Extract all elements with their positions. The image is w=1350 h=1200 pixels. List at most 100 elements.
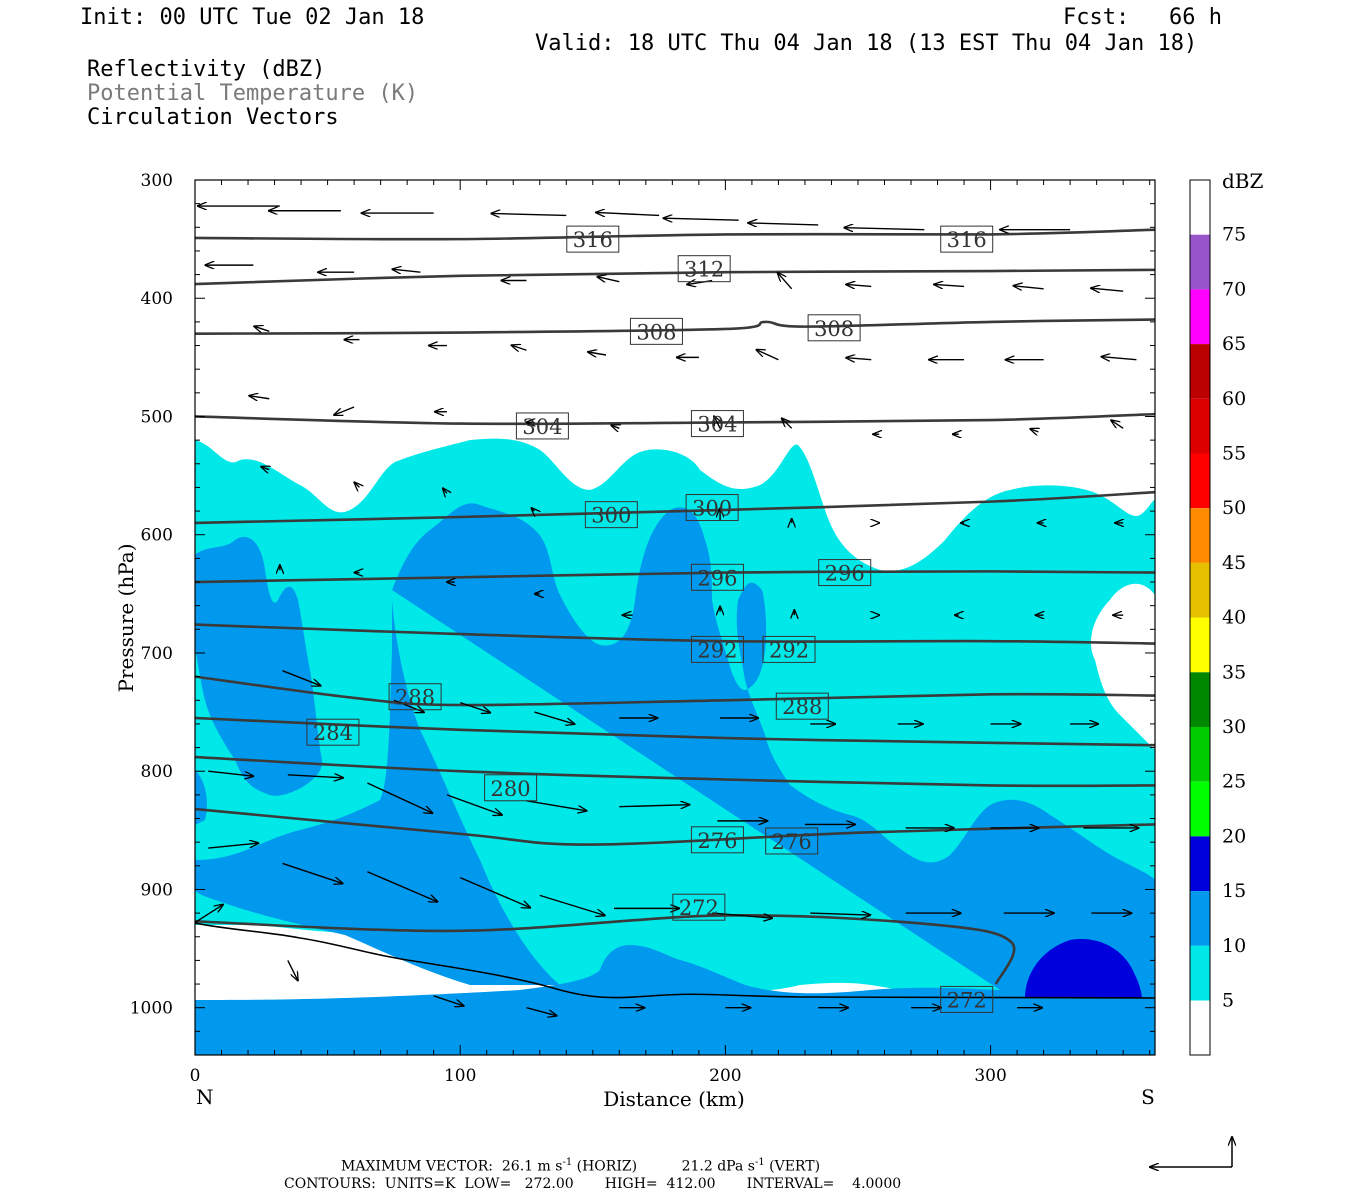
theta-label: 272 (679, 896, 719, 920)
theta-label-box (690, 826, 744, 854)
colorbar-segment (1190, 453, 1210, 509)
theta-label-box (818, 559, 872, 587)
colorbar-label: 20 (1222, 825, 1246, 847)
theta-label: 308 (814, 317, 854, 341)
y-axis-title: Pressure (hPa) (114, 544, 138, 693)
colorbar-label: 40 (1222, 607, 1246, 629)
theta-label: 312 (684, 258, 724, 282)
circulation-vector (1014, 286, 1044, 289)
field-theta: Potential Temperature (K) (87, 81, 419, 106)
y-tick-label: 600 (141, 526, 173, 546)
circulation-vector (687, 281, 713, 285)
reference-vector (1150, 1137, 1232, 1167)
max-vector-label: MAXIMUM VECTOR: (341, 1158, 493, 1175)
circulation-vector (846, 358, 872, 360)
north-label: N (196, 1085, 214, 1109)
theta-label-box (629, 317, 683, 345)
theta-label: 276 (772, 830, 812, 854)
footer-contours: CONTOURS: UNITS=K LOW= 272.00 HIGH= 412.… (284, 1176, 902, 1192)
circulation-vector (446, 794, 502, 815)
colorbar-segment (1190, 891, 1210, 946)
theta-label-box (690, 563, 744, 591)
theta-label-box (677, 255, 731, 283)
colorbar-label: 65 (1222, 333, 1246, 355)
theta-contour-316 (195, 228, 1155, 241)
theta-label-box (584, 501, 638, 529)
circulation-vector (491, 213, 567, 215)
max-vert-value: 21.2 dPa s (681, 1158, 755, 1175)
colorbar-label: 70 (1222, 278, 1246, 300)
theta-contour-280 (195, 755, 1155, 788)
axis-tick-labels: 0 100 200 300 300 400 500 600 700 800 900 1000 (130, 171, 1007, 1086)
circulation-vector (433, 995, 464, 1006)
colorbar-frame (1189, 179, 1211, 1056)
circulation-vector (782, 418, 793, 429)
theta-label: 316 (947, 228, 987, 252)
theta-label: 288 (782, 695, 822, 719)
colorbar-label: 5 (1222, 990, 1234, 1012)
circulation-vector (287, 960, 298, 980)
y-tick-label: 900 (141, 880, 173, 900)
colorbar-label: 15 (1222, 880, 1246, 902)
theta-label-box (515, 412, 569, 440)
circulation-vector (844, 228, 925, 230)
circulation-vector (1030, 429, 1038, 432)
colorbar-segment (1190, 344, 1210, 399)
theta-contour-288 (195, 675, 1155, 707)
circulation-vector (1111, 420, 1124, 429)
colorbar: 75 70 65 60 55 50 45 40 35 30 25 20 15 10 5 (1189, 179, 1246, 1056)
theta-contours (195, 228, 1155, 999)
theta-label-box (484, 774, 538, 802)
circulation-vector (459, 701, 490, 713)
theta-label-box (762, 635, 816, 663)
forecast-hour: Fcst: 66 h (1063, 5, 1222, 30)
y-tick-label: 800 (141, 762, 173, 782)
circulation-vector (392, 269, 421, 272)
colorbar-label: 25 (1222, 771, 1246, 793)
y-tick-label: 700 (141, 644, 173, 664)
axis-ticks (194, 179, 1155, 1056)
circulation-vector (712, 912, 772, 918)
circulation-vector (354, 482, 359, 487)
circulation-vector (393, 699, 424, 712)
x-tick-label: 100 (444, 1066, 476, 1086)
colorbar-segment (1190, 836, 1210, 892)
circulation-vector (287, 775, 343, 778)
theta-label-box (940, 985, 994, 1013)
circulation-vector (748, 223, 819, 225)
colorbar-segment (1190, 289, 1210, 345)
theta-label-box (775, 692, 829, 720)
max-vert-label: (VERT) (769, 1158, 821, 1175)
colorbar-label: 45 (1222, 552, 1246, 574)
x-axis-title: Distance (km) (603, 1087, 745, 1111)
theta-label: 280 (491, 777, 531, 801)
colorbar-segment (1190, 180, 1210, 235)
reflectivity-15dbz-area (1025, 939, 1142, 998)
field-vectors: Circulation Vectors (87, 105, 339, 130)
circulation-vector (534, 711, 574, 724)
theta-contour-308 (195, 318, 1155, 336)
max-horiz-value: 26.1 m s (501, 1158, 563, 1175)
reflectivity-10dbz-area (195, 503, 1155, 1055)
plot-frame (194, 179, 1156, 1056)
theta-label: 304 (697, 413, 737, 437)
circulation-vector (208, 770, 253, 776)
theta-label: 316 (573, 228, 613, 252)
theta-label: 292 (769, 638, 809, 662)
circulation-vector (249, 396, 270, 399)
y-tick-label: 400 (141, 289, 173, 309)
south-label: S (1141, 1085, 1155, 1109)
max-horiz-exponent: -1 (562, 1157, 573, 1168)
circulation-vector (334, 406, 355, 415)
colorbar-label: 50 (1222, 497, 1246, 519)
colorbar-segment (1190, 727, 1210, 782)
theta-label-box (306, 718, 360, 746)
colorbar-label: 60 (1222, 388, 1246, 410)
theta-label: 300 (591, 504, 631, 528)
footer-maximum-vector: MAXIMUM VECTOR: 26.1 m s-1 (HORIZ) 21.2 … (341, 1157, 820, 1175)
theta-label: 296 (825, 562, 865, 586)
colorbar-unit: dBZ (1222, 169, 1264, 193)
max-horiz-label: (HORIZ) (576, 1158, 638, 1175)
colorbar-segment (1190, 617, 1210, 673)
